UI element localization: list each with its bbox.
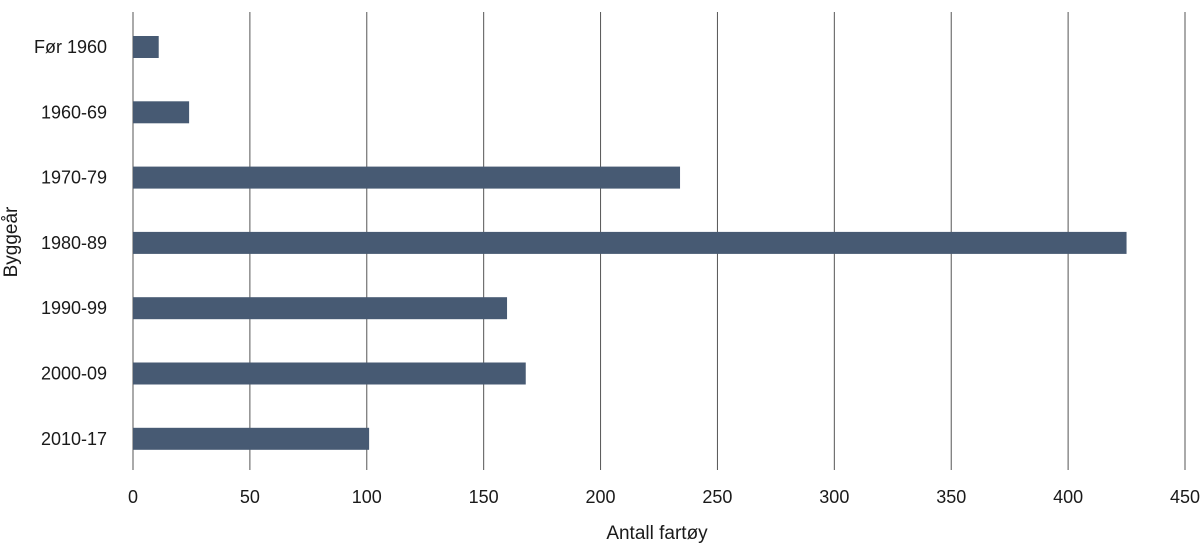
x-tick-label: 150 [469, 487, 499, 507]
y-tick-label: 1970-79 [41, 168, 107, 188]
x-tick-label: 300 [819, 487, 849, 507]
x-tick-label: 400 [1053, 487, 1083, 507]
x-tick-labels: 0 50 100 150 200 250 300 350 400 450 [128, 487, 1200, 507]
x-tick-label: 350 [936, 487, 966, 507]
y-tick-label: 2000-09 [41, 364, 107, 384]
bar [133, 427, 370, 450]
bars [133, 36, 1127, 450]
bar [133, 36, 159, 58]
y-tick-label: 1980-89 [41, 233, 107, 253]
bar [133, 362, 526, 385]
x-tick-label: 50 [240, 487, 260, 507]
x-tick-label: 450 [1170, 487, 1200, 507]
y-tick-labels: Før 1960 1960-69 1970-79 1980-89 1990-99 2000… [34, 37, 107, 449]
y-tick-label: Før 1960 [34, 37, 107, 57]
x-tick-label: 200 [586, 487, 616, 507]
bar [133, 231, 1127, 254]
y-tick-label: 1990-99 [41, 298, 107, 318]
bar [133, 101, 190, 124]
x-tick-label: 0 [128, 487, 138, 507]
x-tick-label: 100 [352, 487, 382, 507]
bar [133, 297, 508, 320]
y-tick-label: 1960-69 [41, 102, 107, 122]
x-axis-title: Antall fartøy [606, 523, 708, 544]
x-tick-label: 250 [702, 487, 732, 507]
y-tick-label: 2010-17 [41, 429, 107, 449]
bar [133, 166, 681, 189]
y-axis-title: Byggeår [1, 206, 22, 277]
